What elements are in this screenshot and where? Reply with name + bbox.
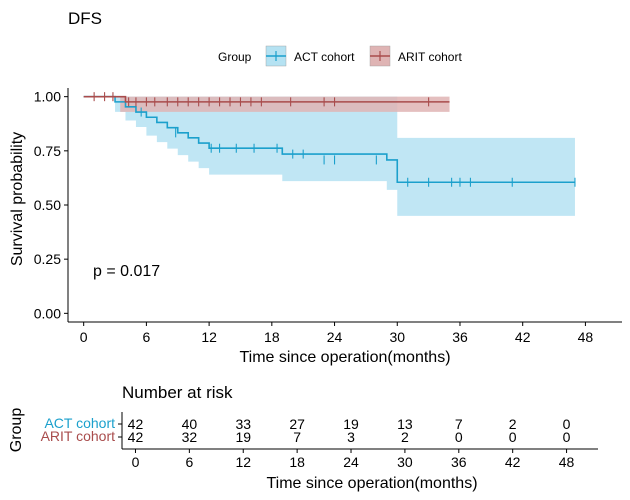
chart-title: DFS [68,9,102,28]
risk-x-tick-label: 6 [185,454,193,470]
p-value-annotation: p = 0.017 [93,263,160,280]
risk-x-tick-label: 0 [132,454,140,470]
risk-value-act: 7 [455,416,463,432]
risk-value-arit: 3 [347,429,355,445]
plot-bands [83,96,575,216]
risk-x-tick-label: 36 [451,454,467,470]
survival-line-act [83,95,575,184]
risk-value-arit: 7 [293,429,301,445]
risk-value-act: 42 [128,416,144,432]
legend-title: Group [218,50,252,64]
x-tick-label: 18 [264,329,280,345]
risk-y-axis-title: Group [8,408,25,453]
plot-censors [93,92,576,187]
risk-value-act: 40 [182,416,198,432]
risk-value-arit: 32 [182,429,198,445]
x-tick-label: 6 [142,329,150,345]
risk-value-act: 0 [563,416,571,432]
x-tick-label: 30 [389,329,405,345]
legend-label-act: ACT cohort [294,50,355,64]
risk-x-tick-label: 12 [235,454,251,470]
x-tick-label: 0 [80,329,88,345]
risk-value-act: 2 [509,416,517,432]
y-tick-label: 1.00 [34,89,61,105]
y-axis-title: Survival probability [9,132,26,266]
risk-x-tick-label: 30 [397,454,413,470]
x-axis-title: Time since operation(months) [239,349,450,366]
risk-value-act: 27 [289,416,305,432]
risk-value-act: 33 [235,416,251,432]
risk-row-label-act: ACT cohort [44,415,115,431]
risk-table-title: Number at risk [122,383,233,402]
x-tick-label: 48 [578,329,594,345]
risk-x-axis-title: Time since operation(months) [266,475,477,492]
legend: Group ACT cohort ARIT cohort [218,45,462,67]
risk-value-act: 13 [397,416,413,432]
x-tick-label: 42 [515,329,531,345]
y-ticks: 0.00 0.25 0.50 0.75 1.00 [34,89,68,321]
risk-value-arit: 2 [401,429,409,445]
ci-band-act [83,96,575,216]
ci-band-arit [83,96,450,112]
x-tick-label: 24 [327,329,343,345]
y-tick-label: 0.00 [34,305,61,321]
y-tick-label: 0.75 [34,143,61,159]
x-tick-label: 36 [452,329,468,345]
risk-x-tick-label: 48 [559,454,575,470]
risk-value-arit: 42 [128,429,144,445]
risk-value-arit: 19 [235,429,251,445]
risk-row-label-arit: ARIT cohort [41,428,116,444]
x-tick-label: 12 [201,329,217,345]
risk-value-arit: 0 [509,429,517,445]
risk-x-tick-label: 42 [505,454,521,470]
risk-value-act: 19 [343,416,359,432]
risk-values: 42 40 33 27 19 13 7 2 042 32 19 7 3 2 0 0 0 [128,416,571,445]
y-tick-label: 0.50 [34,197,61,213]
risk-x-tick-label: 18 [289,454,305,470]
risk-x-ticks: 0 6 12 18 24 30 36 42 48 [132,449,575,470]
risk-x-tick-label: 24 [343,454,359,470]
legend-label-arit: ARIT cohort [398,50,462,64]
y-tick-label: 0.25 [34,251,61,267]
risk-value-arit: 0 [455,429,463,445]
risk-value-arit: 0 [563,429,571,445]
x-ticks: 0 6 12 18 24 30 36 42 48 [80,322,594,345]
